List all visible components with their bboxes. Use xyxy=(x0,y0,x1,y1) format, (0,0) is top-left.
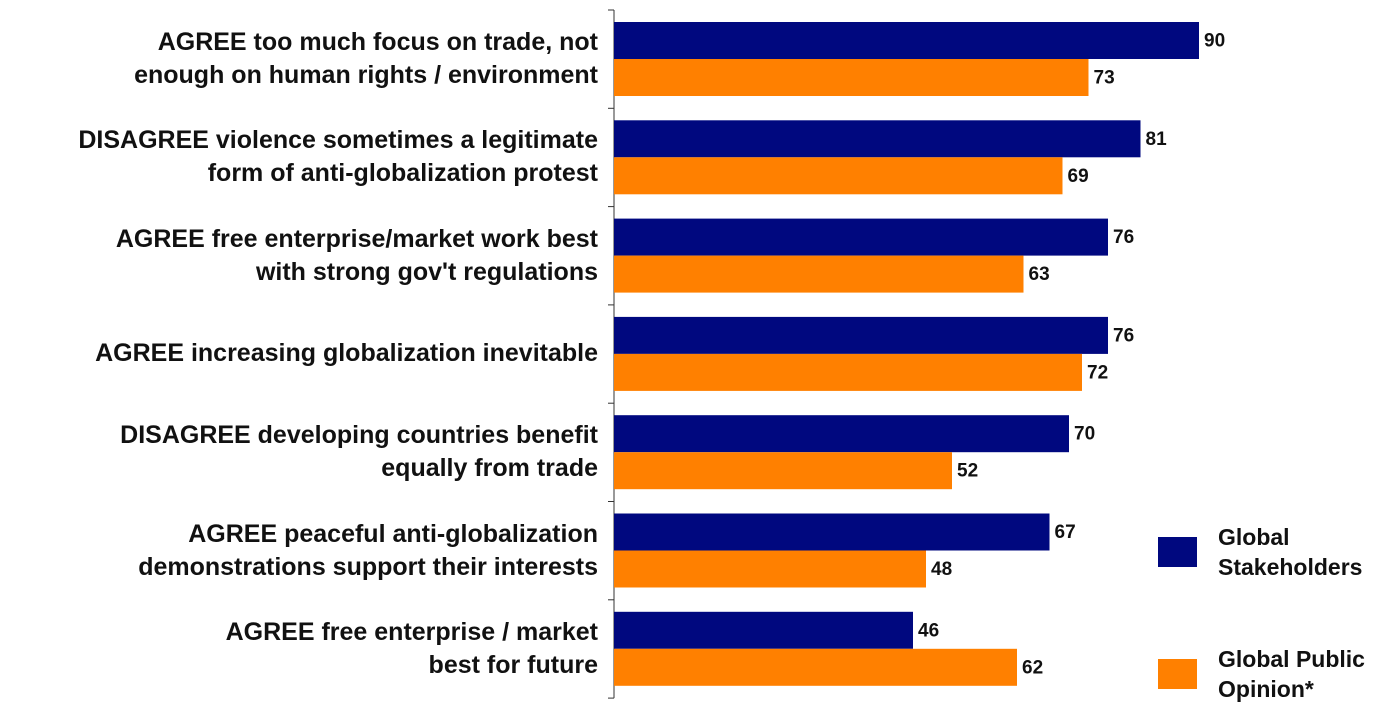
value-label: 73 xyxy=(1094,68,1115,89)
value-label: 69 xyxy=(1068,166,1089,187)
category-label: AGREE too much focus on trade, not enoug… xyxy=(134,28,598,89)
value-label: 76 xyxy=(1113,227,1134,248)
category-label: AGREE peaceful anti-globalization demons… xyxy=(138,519,598,581)
bar xyxy=(614,353,1082,391)
bar xyxy=(614,120,1141,158)
bar xyxy=(614,415,1069,453)
bar xyxy=(614,648,1017,686)
value-label: 52 xyxy=(957,461,978,482)
value-label: 70 xyxy=(1074,424,1095,445)
value-label: 48 xyxy=(931,559,952,580)
category-label: AGREE free enterprise / market best for … xyxy=(225,617,598,679)
bar xyxy=(614,611,913,649)
value-label: 62 xyxy=(1022,657,1043,678)
category-label: DISAGREE developing countries benefit eq… xyxy=(120,421,598,483)
legend-label: Global Public Opinion* xyxy=(1218,646,1365,702)
value-label: 76 xyxy=(1113,325,1134,346)
bar xyxy=(614,513,1050,551)
value-label: 46 xyxy=(918,620,939,641)
legend-label: Global Stakeholders xyxy=(1218,524,1363,580)
bar xyxy=(614,59,1089,96)
value-label: 81 xyxy=(1146,129,1168,150)
bar xyxy=(614,255,1024,293)
bar xyxy=(614,218,1108,256)
bar xyxy=(614,22,1199,59)
bar xyxy=(614,550,926,588)
value-label: 67 xyxy=(1055,522,1076,543)
value-label: 63 xyxy=(1029,264,1050,285)
value-label: 72 xyxy=(1087,362,1108,383)
category-label: DISAGREE violence sometimes a legitimate… xyxy=(78,126,598,188)
legend-swatch xyxy=(1158,537,1197,567)
category-label: AGREE increasing globalization inevitabl… xyxy=(95,339,598,368)
bar xyxy=(614,452,952,490)
legend-swatch xyxy=(1158,659,1197,689)
bar xyxy=(614,157,1063,195)
bar xyxy=(614,316,1108,354)
value-label: 90 xyxy=(1204,31,1225,52)
category-label: AGREE free enterprise/market work best w… xyxy=(115,224,598,286)
